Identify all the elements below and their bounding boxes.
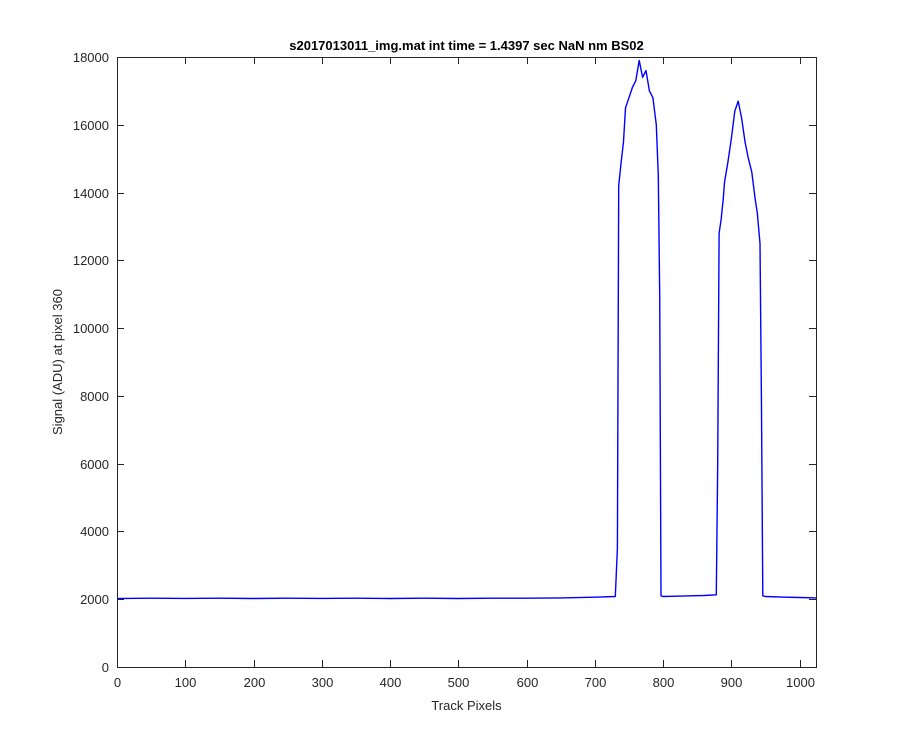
series-line [116,59,817,600]
x-tick-label: 600 [517,675,539,690]
x-tick-label: 700 [585,675,607,690]
x-tick-label: 800 [653,675,675,690]
y-tick-label: 8000 [80,389,109,404]
x-tick-label: 400 [380,675,402,690]
plot-area [117,57,816,667]
y-tick-label: 12000 [73,253,109,268]
y-tick-label: 18000 [73,50,109,65]
y-tick-label: 16000 [73,118,109,133]
x-tick-label: 300 [312,675,334,690]
y-tick-label: 14000 [73,186,109,201]
ticks-group: 0 100 200 300 400 500 600 700 800 900 100002000400… [73,50,816,690]
x-tick-label: 1000 [786,675,815,690]
x-tick-label: 0 [114,675,121,690]
chart-title: s2017013011_img.mat int time = 1.4397 se… [289,38,643,53]
series-group [116,59,817,600]
x-tick-label: 900 [721,675,743,690]
x-tick-label: 500 [448,675,470,690]
plot-frame [117,57,817,668]
y-tick-label: 0 [102,660,109,675]
y-tick-label: 2000 [80,592,109,607]
y-tick-label: 10000 [73,321,109,336]
x-axis-label: Track Pixels [431,698,502,713]
y-tick-label: 4000 [80,524,109,539]
x-tick-label: 100 [175,675,197,690]
x-tick-label: 200 [244,675,266,690]
y-axis-label: Signal (ADU) at pixel 360 [50,289,65,435]
y-tick-label: 6000 [80,457,109,472]
